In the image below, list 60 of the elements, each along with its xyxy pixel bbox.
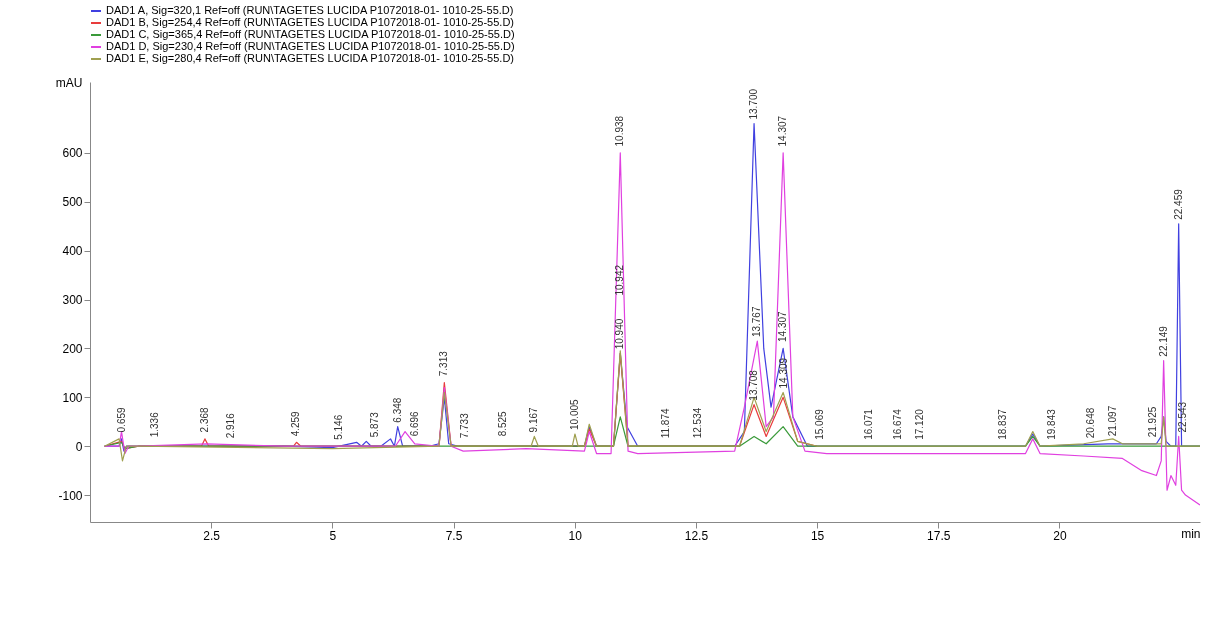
x-tick-label: 17.5: [927, 528, 951, 543]
annotation: 8.525: [497, 410, 509, 437]
x-tick-label: 15: [810, 528, 825, 543]
annotation: 21.925: [1146, 406, 1158, 438]
annotation: 13.708: [748, 369, 760, 401]
y-tick-label: -100: [58, 488, 83, 503]
y-axis-title: mAU: [55, 75, 83, 90]
annotation: 6.348: [391, 397, 403, 423]
annotation: 13.700: [748, 88, 760, 120]
annotation: 1.336: [148, 411, 160, 438]
y-tick-label: 500: [62, 195, 83, 210]
annotation: 14.307: [777, 115, 789, 147]
x-tick-label: 10: [568, 528, 583, 543]
legend-label: DAD1 B, Sig=254,4 Ref=off (RUN\TAGETES LUCIDA P1072018-01- 1010-25-55.D): [106, 16, 515, 28]
annotation: 2.916: [225, 412, 237, 439]
annotation: 9.167: [528, 406, 540, 433]
annotation: 21.097: [1106, 405, 1118, 437]
annotation: 10.940: [614, 318, 626, 350]
annotation: 22.543: [1176, 401, 1188, 433]
y-tick-label: 600: [62, 146, 83, 161]
y-tick-label: 0: [75, 439, 83, 454]
annotation: 7.313: [438, 350, 450, 377]
legend-label: DAD1 C, Sig=365,4 Ref=off (RUN\TAGETES LUCIDA P1072018-01- 1010-25-55.D): [106, 28, 515, 40]
annotation: 22.149: [1157, 325, 1169, 357]
x-tick-label: 7.5: [445, 528, 463, 543]
annotation: 12.534: [691, 407, 703, 439]
annotation: 10.938: [614, 115, 626, 147]
x-axis-title: min: [1181, 526, 1201, 541]
annotation: 22.459: [1172, 188, 1184, 220]
y-tick-label: 100: [62, 390, 83, 405]
annotation: 5.873: [368, 411, 380, 438]
legend-label: DAD1 E, Sig=280,4 Ref=off (RUN\TAGETES LUCIDA P1072018-01- 1010-25-55.D): [106, 52, 515, 64]
annotation: 11.874: [659, 408, 671, 439]
annotation: 14.307: [777, 310, 789, 342]
x-tick-label: 12.5: [684, 528, 709, 543]
annotation: 13.767: [751, 306, 763, 338]
annotation: 18.837: [997, 408, 1009, 440]
annotation: 0.659: [115, 406, 127, 433]
legend-label: DAD1 A, Sig=320,1 Ref=off (RUN\TAGETES LUCIDA P1072018-01- 1010-25-55.D): [106, 4, 514, 16]
legend-label: DAD1 D, Sig=230,4 Ref=off (RUN\TAGETES LUCIDA P1072018-01- 1010-25-55.D): [106, 40, 515, 52]
annotation: 10.005: [568, 398, 580, 430]
annotation: 2.368: [198, 406, 210, 433]
y-tick-label: 200: [62, 341, 83, 356]
x-tick-label: 20: [1053, 528, 1067, 543]
annotation: 6.696: [408, 410, 420, 437]
annotation: 10.942: [614, 264, 626, 296]
annotation: 15.069: [814, 408, 826, 440]
annotation: 19.843: [1045, 408, 1057, 440]
annotation: 20.648: [1084, 407, 1096, 439]
annotation: 7.733: [458, 412, 470, 439]
annotation: 16.071: [862, 408, 874, 440]
annotation: 16.674: [892, 408, 904, 440]
x-tick-label: 5: [329, 528, 337, 543]
annotation: 4.259: [290, 410, 302, 437]
y-tick-label: 300: [62, 293, 83, 308]
annotation: 17.120: [913, 408, 925, 440]
x-tick-label: 2.5: [203, 528, 221, 543]
annotation: 14.309: [777, 357, 789, 389]
annotation: 5.146: [333, 414, 345, 440]
y-tick-label: 400: [62, 244, 83, 259]
